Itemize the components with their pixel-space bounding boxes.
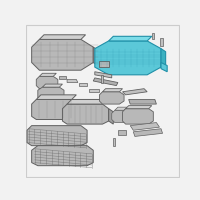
Polygon shape <box>123 89 147 95</box>
Polygon shape <box>123 109 153 124</box>
Polygon shape <box>99 61 109 67</box>
Polygon shape <box>62 104 109 124</box>
Polygon shape <box>93 47 98 66</box>
Polygon shape <box>118 130 126 135</box>
Polygon shape <box>59 76 66 79</box>
Polygon shape <box>133 129 163 136</box>
Polygon shape <box>126 106 152 109</box>
Polygon shape <box>129 99 156 104</box>
Polygon shape <box>101 75 103 83</box>
Polygon shape <box>115 107 127 110</box>
Polygon shape <box>112 110 127 123</box>
Polygon shape <box>99 92 124 104</box>
Polygon shape <box>36 76 58 89</box>
Polygon shape <box>95 41 161 75</box>
Polygon shape <box>38 87 64 101</box>
Polygon shape <box>42 84 62 87</box>
Polygon shape <box>160 38 163 46</box>
Polygon shape <box>79 83 87 86</box>
Polygon shape <box>130 123 159 130</box>
Polygon shape <box>113 138 115 146</box>
Polygon shape <box>152 33 154 39</box>
Polygon shape <box>39 73 56 76</box>
Polygon shape <box>32 39 93 70</box>
Polygon shape <box>161 49 166 70</box>
Polygon shape <box>78 104 82 119</box>
Polygon shape <box>161 62 167 72</box>
Polygon shape <box>39 35 86 39</box>
Polygon shape <box>67 79 78 83</box>
Polygon shape <box>36 95 76 99</box>
Polygon shape <box>27 126 87 146</box>
Polygon shape <box>93 78 118 86</box>
Polygon shape <box>32 99 78 119</box>
Polygon shape <box>109 109 113 124</box>
Polygon shape <box>89 89 99 92</box>
Polygon shape <box>95 72 112 78</box>
Polygon shape <box>109 36 152 41</box>
Polygon shape <box>67 99 107 104</box>
Polygon shape <box>32 146 93 166</box>
Polygon shape <box>102 89 123 92</box>
